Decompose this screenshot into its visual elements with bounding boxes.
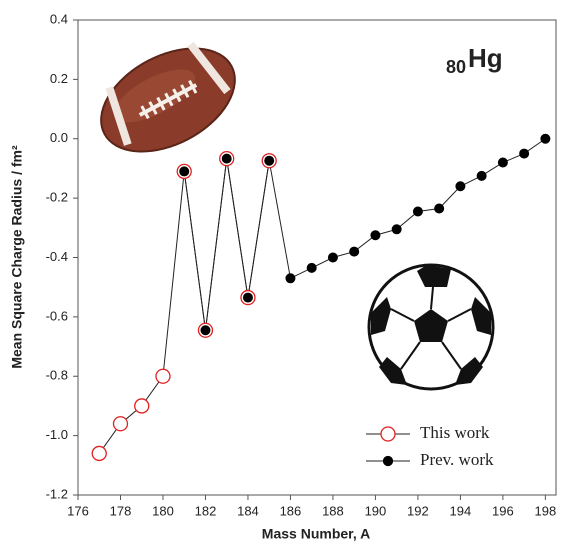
y-tick-label: -1.2 [46, 486, 68, 501]
x-tick-label: 192 [407, 503, 429, 518]
x-tick-label: 196 [492, 503, 514, 518]
y-tick-label: 0.2 [50, 71, 68, 86]
filled-marker [307, 263, 316, 272]
x-tick-label: 178 [110, 503, 132, 518]
x-tick-label: 194 [450, 503, 472, 518]
filled-marker [541, 134, 550, 143]
open-marker [92, 446, 106, 460]
filled-marker [265, 156, 274, 165]
filled-marker [201, 326, 210, 335]
filled-marker [392, 225, 401, 234]
filled-marker [328, 253, 337, 262]
y-tick-label: -0.2 [46, 190, 68, 205]
filled-marker [286, 274, 295, 283]
x-tick-label: 186 [280, 503, 302, 518]
x-tick-label: 198 [535, 503, 557, 518]
filled-marker [180, 167, 189, 176]
open-marker [156, 369, 170, 383]
x-tick-label: 184 [237, 503, 259, 518]
open-marker [135, 399, 149, 413]
y-tick-label: 0.4 [50, 11, 68, 26]
y-tick-label: 0.0 [50, 130, 68, 145]
x-tick-label: 190 [365, 503, 387, 518]
y-tick-label: -0.4 [46, 249, 68, 264]
filled-marker [520, 149, 529, 158]
y-tick-label: -1.0 [46, 427, 68, 442]
x-tick-label: 188 [322, 503, 344, 518]
chart: 80 Hg Mass Number, A Mean Square Charge … [0, 0, 566, 545]
filled-marker [435, 204, 444, 213]
series-line [184, 139, 545, 330]
filled-marker [222, 154, 231, 163]
legend-label: Prev. work [420, 450, 494, 469]
series-line [99, 159, 269, 454]
x-tick-label: 180 [152, 503, 174, 518]
filled-marker [477, 171, 486, 180]
x-axis-title: Mass Number, A [262, 526, 370, 542]
legend-marker [384, 457, 393, 466]
filled-marker [498, 158, 507, 167]
x-tick-label: 182 [195, 503, 217, 518]
y-axis-title: Mean Square Charge Radius / fm² [9, 145, 25, 369]
open-marker [113, 417, 127, 431]
x-tick-label: 176 [67, 503, 89, 518]
legend-marker [381, 427, 395, 441]
filled-marker [243, 293, 252, 302]
soccer-ball-icon [369, 265, 493, 389]
football-icon [84, 27, 252, 172]
legend-label: This work [420, 423, 490, 442]
nucleus-symbol: Hg [468, 43, 503, 73]
y-tick-label: -0.6 [46, 308, 68, 323]
filled-marker [456, 182, 465, 191]
y-tick-label: -0.8 [46, 368, 68, 383]
filled-marker [413, 207, 422, 216]
nucleus-subscript: 80 [446, 57, 466, 77]
filled-marker [350, 247, 359, 256]
filled-marker [371, 231, 380, 240]
